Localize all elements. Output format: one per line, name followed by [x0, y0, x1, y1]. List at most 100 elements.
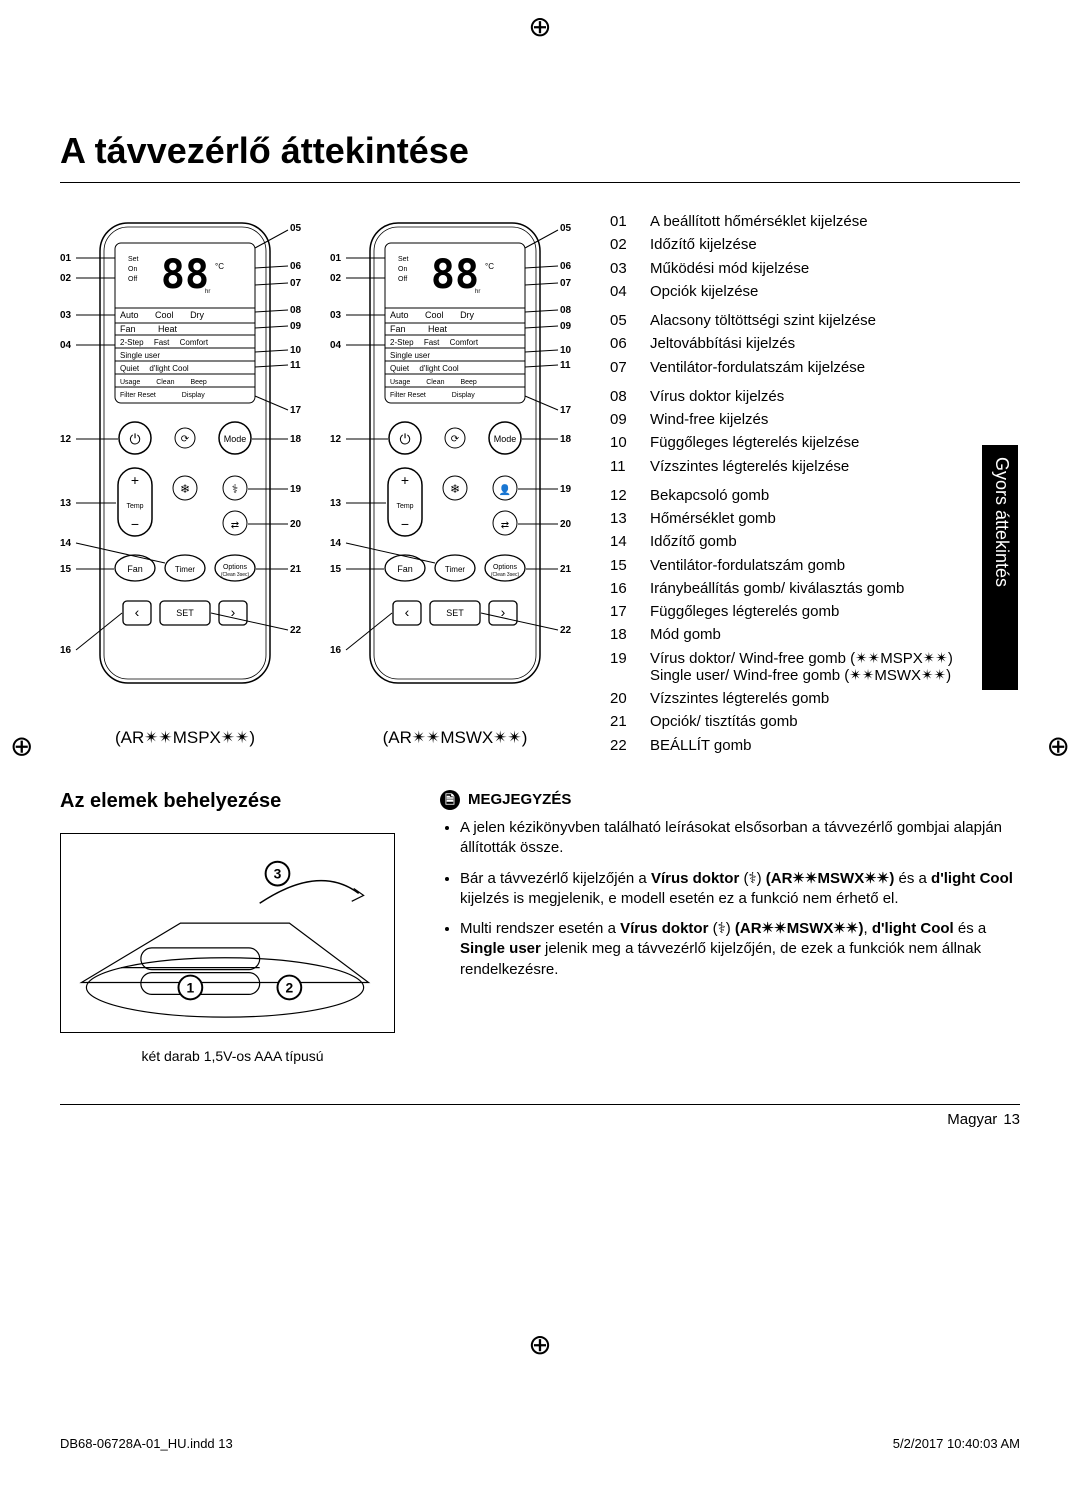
- note-icon: 🗎: [440, 790, 460, 810]
- svg-text:12: 12: [330, 434, 342, 445]
- legend-item: 03Működési mód kijelzése: [610, 260, 1020, 277]
- svg-text:21: 21: [560, 564, 572, 575]
- footer-lang: Magyar: [947, 1111, 997, 1128]
- svg-text:Single user: Single user: [390, 351, 430, 360]
- svg-text:⏻: ⏻: [129, 431, 140, 447]
- print-meta: DB68-06728A-01_HU.indd 13 5/2/2017 10:40…: [60, 1436, 1020, 1451]
- legend-item: 08Vírus doktor kijelzés: [610, 388, 1020, 405]
- legend-item: 21Opciók/ tisztítás gomb: [610, 713, 1020, 730]
- svg-text:22: 22: [560, 625, 572, 636]
- svg-text:Timer: Timer: [445, 565, 465, 574]
- svg-text:+: +: [401, 472, 409, 488]
- footer-page: 13: [1003, 1111, 1020, 1128]
- svg-text:14: 14: [330, 538, 342, 549]
- svg-text:04: 04: [60, 340, 72, 351]
- svg-text:Quiet d'light Cool: Quiet d'light Cool: [390, 364, 459, 373]
- svg-text:08: 08: [290, 305, 302, 316]
- legend-item: 13Hőmérséklet gomb: [610, 510, 1020, 527]
- svg-text:Fan Heat: Fan Heat: [390, 324, 448, 334]
- svg-text:15: 15: [60, 564, 72, 575]
- svg-text:17: 17: [290, 405, 302, 416]
- svg-text:21: 21: [290, 564, 302, 575]
- svg-text:11: 11: [290, 360, 301, 371]
- model-b-label: (AR✴✴MSWX✴✴): [330, 728, 580, 748]
- legend-item: 04Opciók kijelzése: [610, 283, 1020, 300]
- svg-text:Timer: Timer: [175, 565, 195, 574]
- svg-text:hr: hr: [475, 289, 480, 295]
- svg-text:03: 03: [330, 310, 342, 321]
- legend-item: 16Iránybeállítás gomb/ kiválasztás gomb: [610, 580, 1020, 597]
- svg-text:On: On: [398, 266, 407, 273]
- svg-text:‹: ‹: [135, 604, 140, 620]
- legend-item: 02Időzítő kijelzése: [610, 236, 1020, 253]
- svg-text:Auto Cool Dry: Auto Cool Dry: [120, 310, 205, 320]
- svg-text:Filter Reset Display: Filter Reset Display: [120, 392, 205, 399]
- section-tab: Gyors áttekintés: [982, 445, 1018, 690]
- note-panel: 🗎 MEGJEGYZÉS A jelen kézikönyvben találh…: [440, 790, 1020, 1064]
- svg-text:👤: 👤: [499, 483, 511, 496]
- registration-right-icon: ⊕: [1047, 729, 1070, 762]
- svg-text:09: 09: [560, 321, 572, 332]
- svg-text:(Clean 3sec): (Clean 3sec): [491, 572, 520, 578]
- svg-text:Auto Cool Dry: Auto Cool Dry: [390, 310, 475, 320]
- svg-text:⟳: ⟳: [451, 434, 460, 445]
- svg-text:Set: Set: [128, 256, 139, 263]
- legend-item: 17Függőleges légterelés gomb: [610, 603, 1020, 620]
- svg-text:Fan Heat: Fan Heat: [120, 324, 178, 334]
- svg-text:SET: SET: [446, 608, 464, 618]
- svg-text:15: 15: [330, 564, 342, 575]
- note-item: A jelen kézikönyvben található leírásoka…: [460, 818, 1020, 859]
- note-heading-text: MEGJEGYZÉS: [468, 790, 571, 810]
- svg-text:Mode: Mode: [494, 434, 517, 444]
- svg-text:‹: ‹: [405, 604, 410, 620]
- svg-text:04: 04: [330, 340, 342, 351]
- svg-text:18: 18: [560, 434, 572, 445]
- svg-text:hr: hr: [205, 289, 210, 295]
- battery-insert-panel: Az elemek behelyezése 1 2 3 két darab 1,…: [60, 790, 405, 1064]
- svg-text:Temp: Temp: [396, 503, 413, 510]
- svg-text:+: +: [131, 472, 139, 488]
- note-item: Bár a távvezérlő kijelzőjén a Vírus dokt…: [460, 869, 1020, 910]
- registration-left-icon: ⊕: [10, 729, 33, 762]
- svg-text:1: 1: [187, 979, 195, 995]
- svg-text:05: 05: [290, 223, 302, 234]
- svg-text:16: 16: [330, 645, 342, 656]
- svg-text:Fan: Fan: [397, 564, 413, 574]
- svg-text:Single user: Single user: [120, 351, 160, 360]
- svg-text:Usage Clean Beep: Usage Clean Beep: [120, 379, 207, 386]
- svg-text:17: 17: [560, 405, 572, 416]
- svg-text:⟳: ⟳: [181, 434, 190, 445]
- svg-text:11: 11: [560, 360, 571, 371]
- svg-text:❄: ❄: [180, 482, 190, 496]
- svg-text:07: 07: [560, 278, 572, 289]
- svg-text:02: 02: [330, 273, 342, 284]
- legend-item: 01A beállított hőmérséklet kijelzése: [610, 213, 1020, 230]
- svg-text:❄: ❄: [450, 482, 460, 496]
- svg-text:19: 19: [290, 484, 302, 495]
- svg-text:°C: °C: [485, 262, 494, 271]
- svg-text:12: 12: [60, 434, 72, 445]
- svg-text:(Clean 3sec): (Clean 3sec): [221, 572, 250, 578]
- page-title: A távvezérlő áttekintése: [60, 130, 1020, 172]
- svg-text:14: 14: [60, 538, 72, 549]
- battery-illustration: 1 2 3: [60, 833, 395, 1033]
- svg-text:Options: Options: [493, 564, 518, 571]
- legend-item: 10Függőleges légterelés kijelzése: [610, 434, 1020, 451]
- svg-text:18: 18: [290, 434, 302, 445]
- svg-text:88: 88: [161, 252, 209, 298]
- svg-text:Off: Off: [398, 276, 407, 283]
- legend-item: 09Wind-free kijelzés: [610, 411, 1020, 428]
- svg-text:°C: °C: [215, 262, 224, 271]
- remote-b: 88 °C Set On Off hr Auto Cool Dry Fan He…: [330, 213, 580, 748]
- remotes-column: 88 °C Set On Off hr Auto Cool Dry Fan He…: [60, 213, 580, 760]
- svg-text:01: 01: [60, 253, 72, 264]
- svg-text:19: 19: [560, 484, 572, 495]
- svg-text:06: 06: [560, 261, 572, 272]
- svg-text:2-Step Fast Comfort: 2-Step Fast Comfort: [120, 338, 209, 347]
- svg-text:−: −: [401, 516, 409, 532]
- svg-text:2-Step Fast Comfort: 2-Step Fast Comfort: [390, 338, 479, 347]
- page-footer: Magyar 13: [60, 1104, 1020, 1128]
- svg-text:Filter Reset Display: Filter Reset Display: [390, 392, 475, 399]
- svg-text:⇄: ⇄: [501, 520, 509, 531]
- remote-a: 88 °C Set On Off hr Auto Cool Dry Fan He…: [60, 213, 310, 748]
